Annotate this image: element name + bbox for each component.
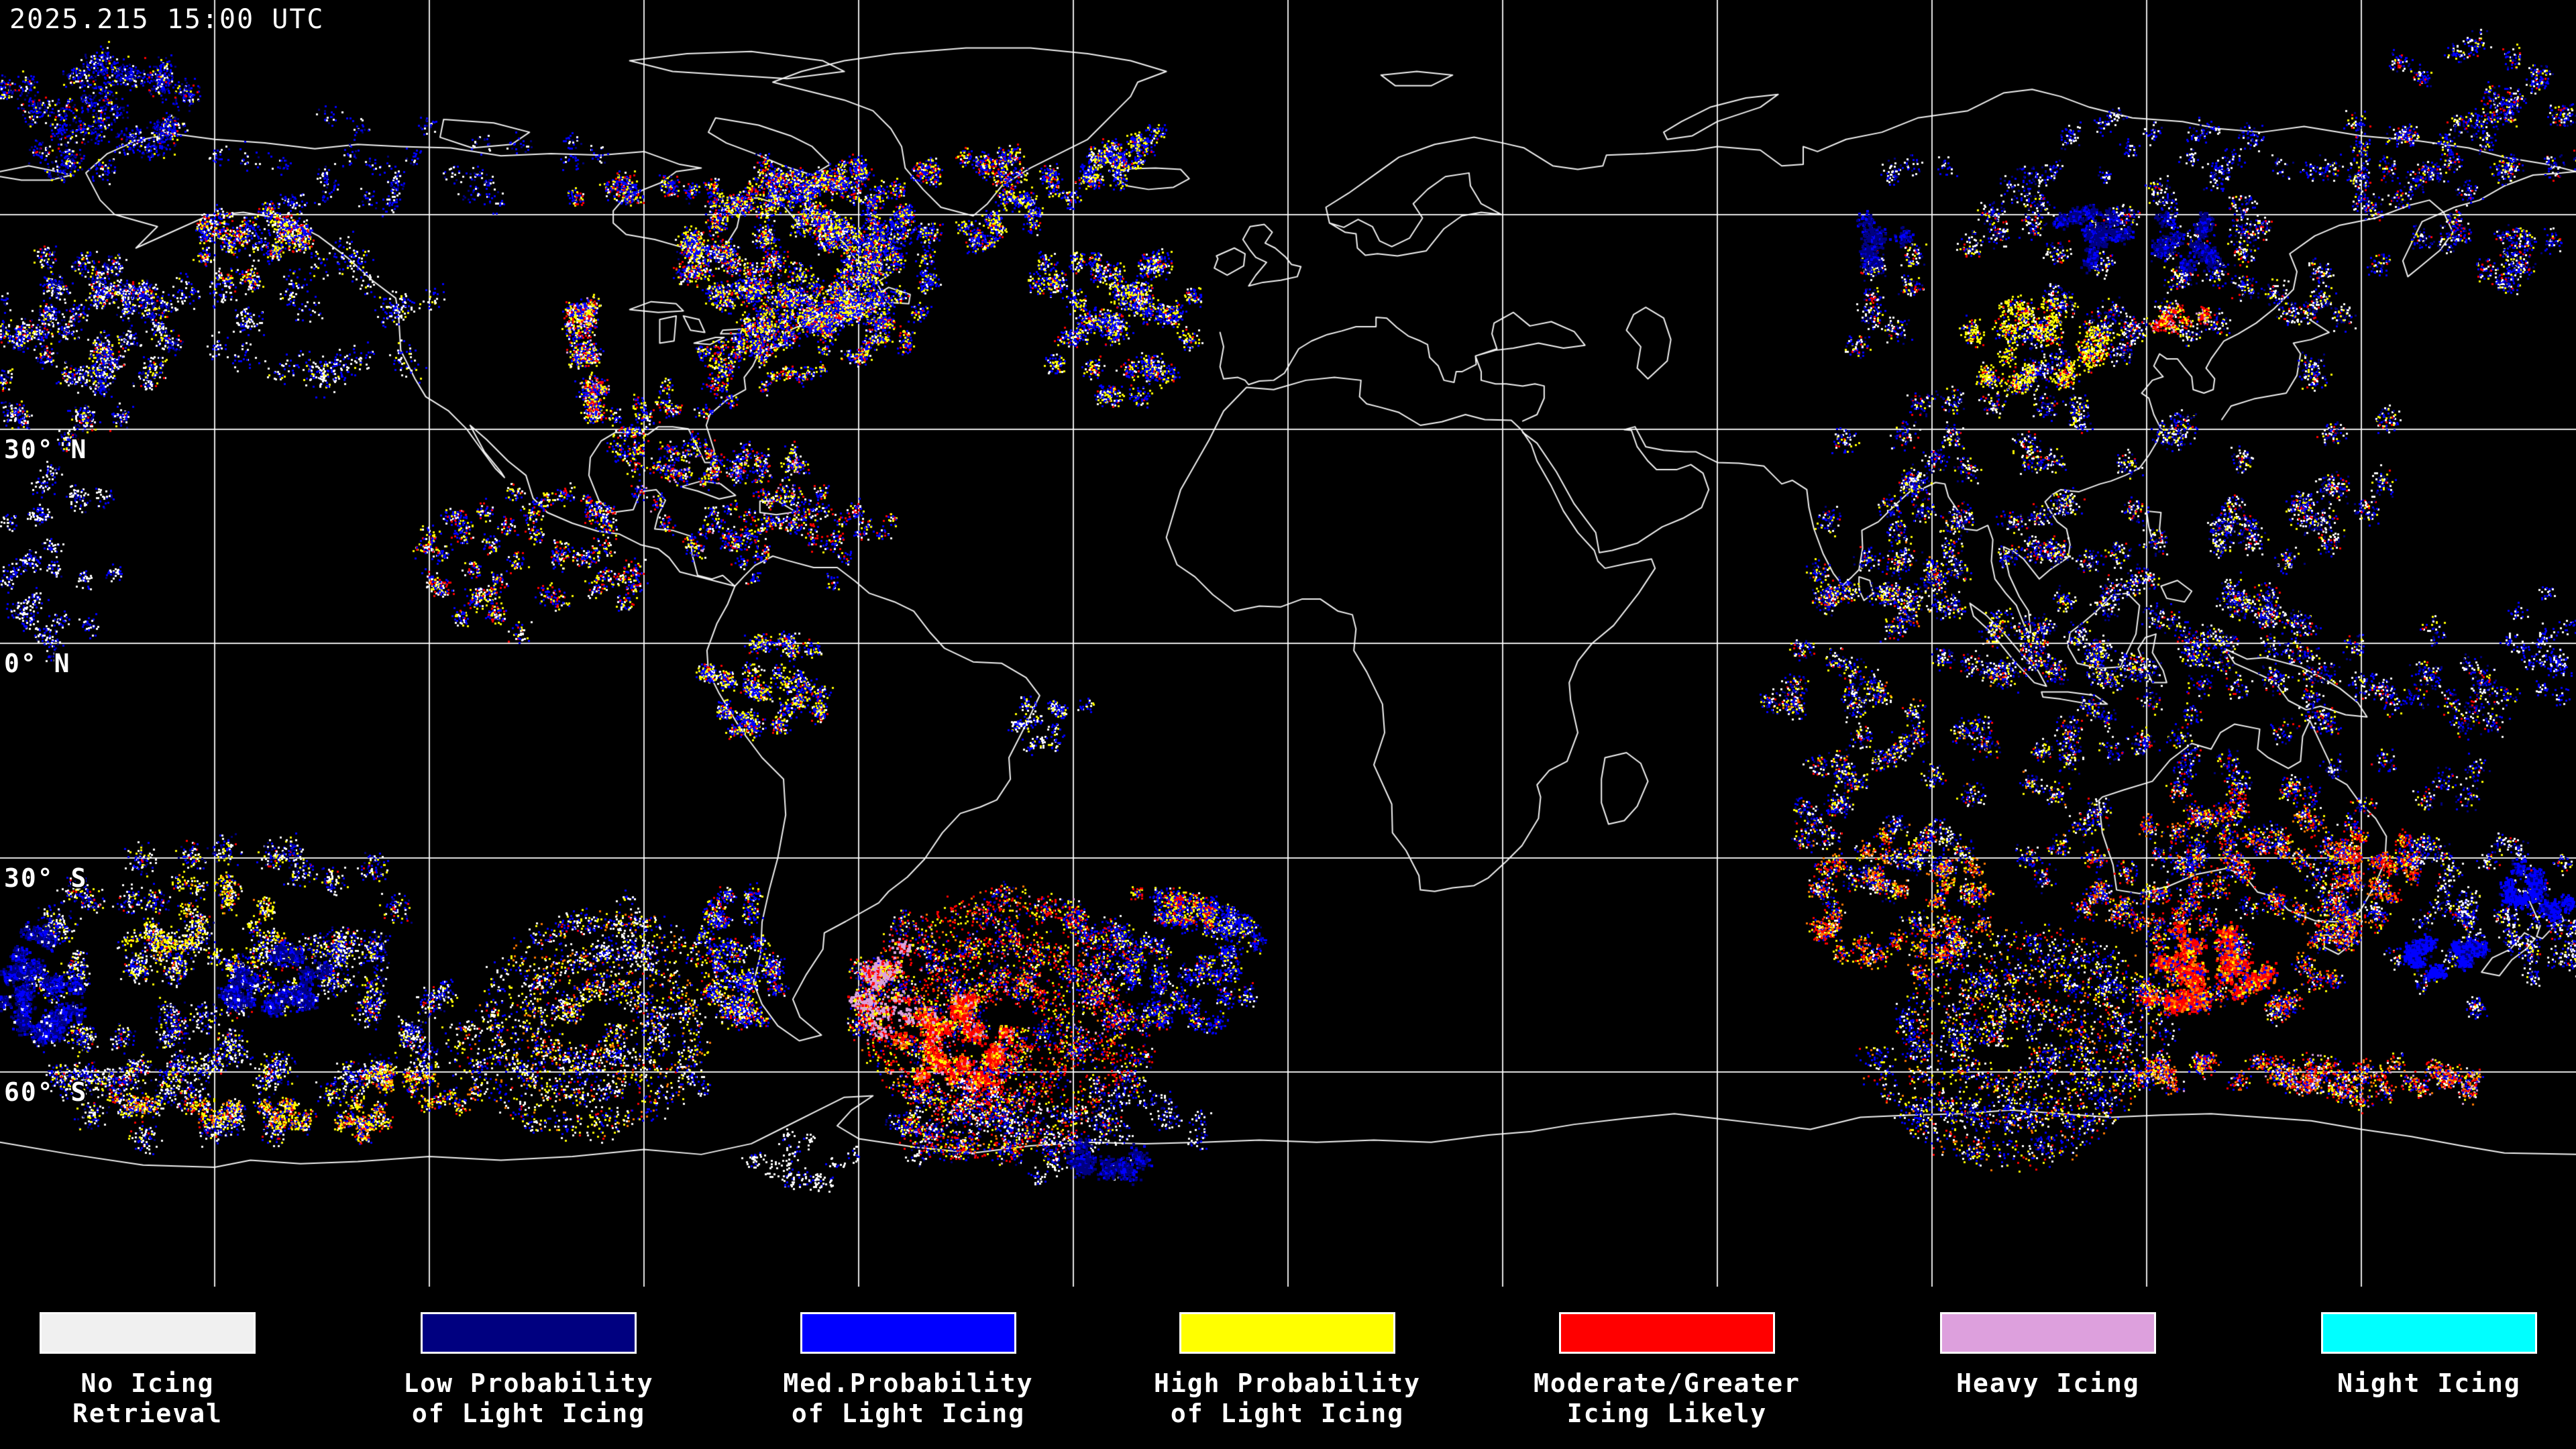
legend-item-heavy: Heavy Icing: [1860, 1312, 2236, 1399]
legend-swatch-night: [2321, 1312, 2537, 1354]
legend-label: Heavy Icing: [1956, 1368, 2140, 1398]
legend-item-no-icing: No Icing Retrieval: [0, 1312, 335, 1429]
legend-swatch-high-prob: [1179, 1312, 1395, 1354]
legend-label: No Icing: [80, 1368, 215, 1398]
legend-label: Icing Likely: [1566, 1399, 1768, 1428]
legend-label: of Light Icing: [411, 1399, 646, 1428]
legend-swatch-moderate: [1559, 1312, 1775, 1354]
lat-label-30s: 30° S: [4, 863, 88, 893]
world-map: 2025.215 15:00 UTC 30° N 0° N 30° S 60° …: [0, 0, 2576, 1287]
legend-item-night: Night Icing: [2241, 1312, 2576, 1399]
legend-label: Med.Probability: [783, 1368, 1034, 1398]
legend-swatch-med-prob: [800, 1312, 1016, 1354]
legend: No Icing Retrieval Low Probability of Li…: [0, 1288, 2576, 1449]
legend-item-high-prob: High Probability of Light Icing: [1099, 1312, 1475, 1429]
legend-label: Retrieval: [72, 1399, 223, 1428]
legend-item-med-prob: Med.Probability of Light Icing: [720, 1312, 1096, 1429]
legend-label: Low Probability: [403, 1368, 654, 1398]
legend-item-low-prob: Low Probability of Light Icing: [341, 1312, 716, 1429]
timestamp-label: 2025.215 15:00 UTC: [9, 4, 325, 35]
legend-swatch-no-icing: [40, 1312, 256, 1354]
legend-label: of Light Icing: [791, 1399, 1026, 1428]
lat-label-60s: 60° S: [4, 1077, 88, 1107]
legend-label: Night Icing: [2337, 1368, 2521, 1398]
legend-label: High Probability: [1153, 1368, 1421, 1398]
legend-item-moderate: Moderate/Greater Icing Likely: [1479, 1312, 1855, 1429]
legend-swatch-low-prob: [421, 1312, 637, 1354]
lat-label-0n: 0° N: [4, 649, 71, 678]
world-map-canvas: [0, 0, 2576, 1287]
lat-label-30n: 30° N: [4, 435, 88, 464]
legend-swatch-heavy: [1940, 1312, 2156, 1354]
legend-label: Moderate/Greater: [1533, 1368, 1801, 1398]
legend-label: of Light Icing: [1170, 1399, 1405, 1428]
